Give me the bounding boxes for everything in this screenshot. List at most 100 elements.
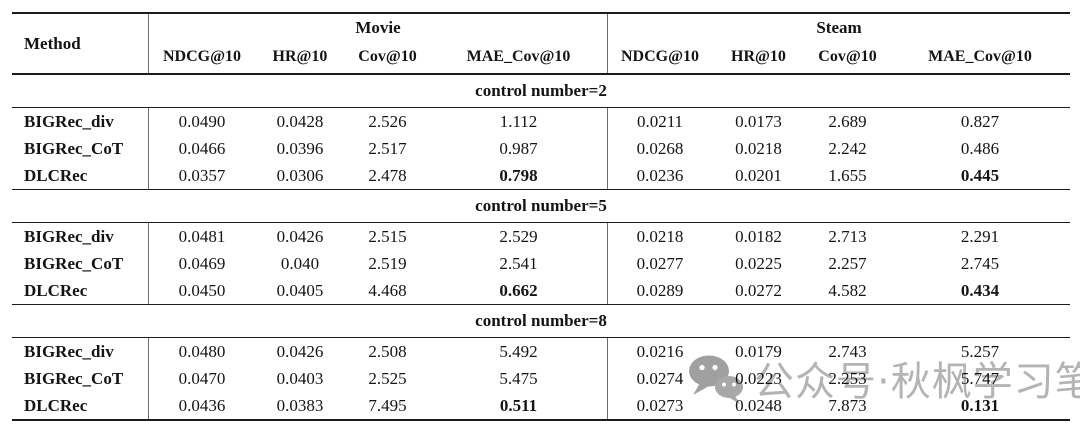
results-table: Method Movie Steam NDCG@10 HR@10 Cov@10 … — [12, 12, 1070, 421]
control-number-label: control number=8 — [12, 305, 1070, 338]
table-row: BIGRec_CoT 0.0470 0.0403 2.525 5.475 0.0… — [12, 365, 1070, 392]
value-cell: 0.0466 — [148, 135, 255, 162]
control-number-label: control number=2 — [12, 75, 1070, 108]
value-cell: 0.0236 — [607, 162, 712, 189]
method-cell: BIGRec_div — [24, 341, 114, 361]
metric-header-steam-maecov: MAE_Cov@10 — [928, 48, 1032, 65]
table-row: DLCRec 0.0436 0.0383 7.495 0.511 0.0273 … — [12, 392, 1070, 419]
value-cell: 2.508 — [368, 341, 407, 361]
value-cell: 0.0428 — [276, 111, 324, 131]
value-cell-best: 0.511 — [499, 395, 538, 415]
value-cell: 2.541 — [499, 253, 538, 273]
value-cell: 4.582 — [828, 280, 867, 300]
table-row: DLCRec 0.0450 0.0405 4.468 0.662 0.0289 … — [12, 277, 1070, 304]
value-cell: 0.0274 — [607, 365, 712, 392]
value-cell: 0.0481 — [148, 223, 255, 250]
method-cell: BIGRec_CoT — [24, 253, 124, 273]
value-cell: 0.0201 — [735, 165, 782, 185]
value-cell: 0.0211 — [607, 108, 712, 135]
section-control-8: BIGRec_div 0.0480 0.0426 2.508 5.492 0.0… — [12, 338, 1070, 419]
value-cell: 2.743 — [828, 341, 867, 361]
value-cell: 0.0179 — [735, 341, 782, 361]
method-cell: BIGRec_div — [24, 111, 114, 131]
value-cell: 0.0273 — [607, 392, 712, 419]
value-cell: 0.0277 — [607, 250, 712, 277]
value-cell: 0.0268 — [607, 135, 712, 162]
method-column-header: Method — [24, 33, 81, 53]
value-cell: 5.492 — [499, 341, 538, 361]
value-cell: 2.478 — [368, 165, 407, 185]
method-cell: DLCRec — [24, 280, 88, 300]
value-cell: 2.713 — [828, 226, 867, 246]
metric-header-steam-ndcg: NDCG@10 — [607, 41, 712, 73]
table-row: BIGRec_div 0.0480 0.0426 2.508 5.492 0.0… — [12, 338, 1070, 365]
value-cell: 2.689 — [828, 111, 867, 131]
value-cell: 1.112 — [499, 111, 538, 131]
value-cell: 0.0225 — [735, 253, 782, 273]
value-cell: 0.0248 — [735, 395, 782, 415]
method-cell: DLCRec — [24, 165, 88, 185]
value-cell: 0.0272 — [735, 280, 782, 300]
value-cell: 5.475 — [499, 368, 538, 388]
value-cell: 2.515 — [368, 226, 407, 246]
value-cell-best: 0.445 — [960, 165, 1000, 185]
method-cell: BIGRec_CoT — [24, 368, 124, 388]
value-cell: 0.0470 — [148, 365, 255, 392]
table-row: BIGRec_CoT 0.0469 0.040 2.519 2.541 0.02… — [12, 250, 1070, 277]
value-cell: 0.0480 — [148, 338, 255, 365]
value-cell: 0.0306 — [276, 165, 324, 185]
value-cell: 7.873 — [828, 395, 867, 415]
value-cell: 2.291 — [960, 226, 1000, 246]
value-cell: 0.0218 — [607, 223, 712, 250]
metric-header-steam-cov: Cov@10 — [818, 48, 877, 65]
value-cell: 2.517 — [368, 138, 407, 158]
value-cell: 0.0426 — [276, 341, 324, 361]
value-cell: 2.519 — [368, 253, 407, 273]
value-cell: 0.486 — [960, 138, 1000, 158]
value-cell: 2.529 — [499, 226, 538, 246]
value-cell: 0.0357 — [148, 162, 255, 189]
table-row: BIGRec_div 0.0490 0.0428 2.526 1.112 0.0… — [12, 108, 1070, 135]
value-cell: 2.525 — [368, 368, 407, 388]
table-row: BIGRec_div 0.0481 0.0426 2.515 2.529 0.0… — [12, 223, 1070, 250]
metric-header-movie-ndcg: NDCG@10 — [148, 41, 255, 73]
value-cell: 5.257 — [960, 341, 1000, 361]
value-cell: 0.0182 — [735, 226, 782, 246]
group-header-movie: Movie — [148, 14, 607, 41]
value-cell: 2.526 — [368, 111, 407, 131]
value-cell: 4.468 — [368, 280, 407, 300]
control-number-label: control number=5 — [12, 190, 1070, 223]
value-cell: 2.253 — [828, 368, 867, 388]
value-cell: 1.655 — [828, 165, 867, 185]
table-header: Method Movie Steam NDCG@10 HR@10 Cov@10 … — [12, 14, 1070, 75]
method-cell: BIGRec_div — [24, 226, 114, 246]
metric-header-steam-hr: HR@10 — [731, 48, 786, 65]
value-cell: 0.0450 — [148, 277, 255, 304]
value-cell-best: 0.434 — [960, 280, 1000, 300]
value-cell: 0.0223 — [735, 368, 782, 388]
value-cell: 5.747 — [960, 368, 1000, 388]
value-cell: 0.0469 — [148, 250, 255, 277]
method-cell: DLCRec — [24, 395, 88, 415]
metric-header-movie-hr: HR@10 — [272, 48, 328, 65]
value-cell: 0.0426 — [276, 226, 324, 246]
value-cell: 2.242 — [828, 138, 867, 158]
value-cell-best: 0.662 — [499, 280, 538, 300]
value-cell: 0.827 — [960, 111, 1000, 131]
metric-header-movie-cov: Cov@10 — [358, 48, 417, 65]
table-row: DLCRec 0.0357 0.0306 2.478 0.798 0.0236 … — [12, 162, 1070, 189]
section-control-5: BIGRec_div 0.0481 0.0426 2.515 2.529 0.0… — [12, 223, 1070, 305]
section-control-2: BIGRec_div 0.0490 0.0428 2.526 1.112 0.0… — [12, 108, 1070, 190]
value-cell: 0.0403 — [276, 368, 324, 388]
value-cell: 2.745 — [960, 253, 1000, 273]
metric-header-movie-maecov: MAE_Cov@10 — [466, 48, 571, 65]
value-cell: 0.0218 — [735, 138, 782, 158]
value-cell: 0.0490 — [148, 108, 255, 135]
value-cell-best: 0.131 — [960, 395, 1000, 415]
value-cell: 0.0173 — [735, 111, 782, 131]
value-cell: 0.040 — [280, 253, 320, 273]
value-cell: 0.0405 — [276, 280, 324, 300]
group-header-steam: Steam — [607, 14, 1070, 41]
value-cell: 0.0289 — [607, 277, 712, 304]
method-cell: BIGRec_CoT — [24, 138, 124, 158]
